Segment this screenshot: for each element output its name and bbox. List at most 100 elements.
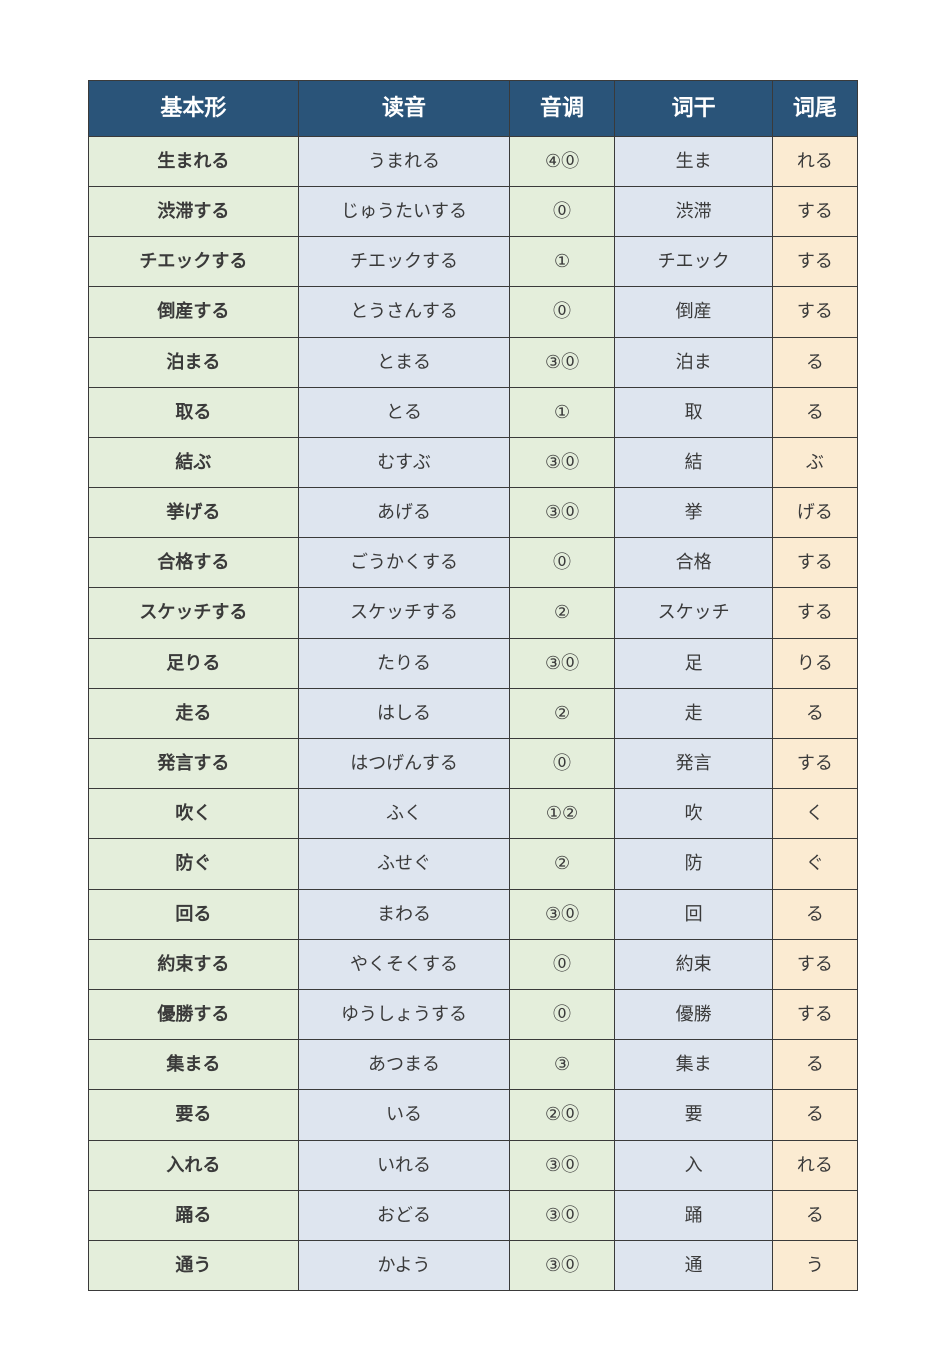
cell-ending: する bbox=[773, 939, 857, 989]
cell-ending: る bbox=[773, 1090, 857, 1140]
cell-accent: ① bbox=[509, 237, 614, 287]
cell-ending: する bbox=[773, 538, 857, 588]
cell-stem: 取 bbox=[615, 387, 773, 437]
cell-stem: 倒産 bbox=[615, 287, 773, 337]
cell-reading: おどる bbox=[299, 1190, 510, 1240]
cell-reading: チエックする bbox=[299, 237, 510, 287]
cell-accent: ③⓪ bbox=[509, 889, 614, 939]
cell-reading: うまれる bbox=[299, 136, 510, 186]
cell-base: 結ぶ bbox=[88, 437, 299, 487]
cell-base: 挙げる bbox=[88, 488, 299, 538]
cell-stem: 泊ま bbox=[615, 337, 773, 387]
cell-base: 渋滞する bbox=[88, 186, 299, 236]
cell-base: 倒産する bbox=[88, 287, 299, 337]
cell-accent: ③⓪ bbox=[509, 437, 614, 487]
cell-base: 優勝する bbox=[88, 989, 299, 1039]
table-row: チエックするチエックする①チエックする bbox=[88, 237, 857, 287]
cell-reading: ふせぐ bbox=[299, 839, 510, 889]
cell-stem: 防 bbox=[615, 839, 773, 889]
cell-base: 入れる bbox=[88, 1140, 299, 1190]
cell-base: 足りる bbox=[88, 638, 299, 688]
cell-ending: う bbox=[773, 1240, 857, 1290]
table-row: 生まれるうまれる④⓪生まれる bbox=[88, 136, 857, 186]
cell-reading: むすぶ bbox=[299, 437, 510, 487]
cell-accent: ③⓪ bbox=[509, 488, 614, 538]
cell-base: チエックする bbox=[88, 237, 299, 287]
cell-ending: ぐ bbox=[773, 839, 857, 889]
cell-accent: ⓪ bbox=[509, 186, 614, 236]
cell-stem: 足 bbox=[615, 638, 773, 688]
cell-reading: ふく bbox=[299, 789, 510, 839]
cell-reading: いれる bbox=[299, 1140, 510, 1190]
cell-reading: はしる bbox=[299, 688, 510, 738]
cell-base: スケッチする bbox=[88, 588, 299, 638]
cell-base: 取る bbox=[88, 387, 299, 437]
cell-accent: ③⓪ bbox=[509, 1190, 614, 1240]
cell-reading: かよう bbox=[299, 1240, 510, 1290]
cell-reading: やくそくする bbox=[299, 939, 510, 989]
cell-ending: れる bbox=[773, 136, 857, 186]
cell-stem: 挙 bbox=[615, 488, 773, 538]
table-row: 挙げるあげる③⓪挙げる bbox=[88, 488, 857, 538]
cell-base: 回る bbox=[88, 889, 299, 939]
cell-accent: ③⓪ bbox=[509, 1140, 614, 1190]
table-row: 倒産するとうさんする⓪倒産する bbox=[88, 287, 857, 337]
cell-stem: 優勝 bbox=[615, 989, 773, 1039]
cell-base: 要る bbox=[88, 1090, 299, 1140]
table-row: 取るとる①取る bbox=[88, 387, 857, 437]
cell-ending: れる bbox=[773, 1140, 857, 1190]
cell-base: 合格する bbox=[88, 538, 299, 588]
cell-stem: 約束 bbox=[615, 939, 773, 989]
cell-ending: する bbox=[773, 989, 857, 1039]
cell-stem: 入 bbox=[615, 1140, 773, 1190]
cell-base: 生まれる bbox=[88, 136, 299, 186]
cell-base: 踊る bbox=[88, 1190, 299, 1240]
cell-base: 約束する bbox=[88, 939, 299, 989]
verb-table: 基本形读音音调词干词尾 生まれるうまれる④⓪生まれる渋滞するじゅうたいする⓪渋滞… bbox=[88, 80, 858, 1291]
cell-stem: 渋滞 bbox=[615, 186, 773, 236]
table-row: 防ぐふせぐ②防ぐ bbox=[88, 839, 857, 889]
cell-base: 走る bbox=[88, 688, 299, 738]
cell-stem: 吹 bbox=[615, 789, 773, 839]
cell-accent: ③ bbox=[509, 1040, 614, 1090]
cell-reading: ゆうしょうする bbox=[299, 989, 510, 1039]
cell-accent: ②⓪ bbox=[509, 1090, 614, 1140]
header-reading: 读音 bbox=[299, 81, 510, 137]
cell-reading: はつげんする bbox=[299, 739, 510, 789]
cell-ending: く bbox=[773, 789, 857, 839]
cell-accent: ⓪ bbox=[509, 939, 614, 989]
table-row: 約束するやくそくする⓪約束する bbox=[88, 939, 857, 989]
cell-stem: 発言 bbox=[615, 739, 773, 789]
table-row: 発言するはつげんする⓪発言する bbox=[88, 739, 857, 789]
verb-table-container: 基本形读音音调词干词尾 生まれるうまれる④⓪生まれる渋滞するじゅうたいする⓪渋滞… bbox=[88, 80, 858, 1291]
table-row: 要るいる②⓪要る bbox=[88, 1090, 857, 1140]
cell-ending: する bbox=[773, 186, 857, 236]
cell-reading: じゅうたいする bbox=[299, 186, 510, 236]
table-row: 踊るおどる③⓪踊る bbox=[88, 1190, 857, 1240]
cell-base: 泊まる bbox=[88, 337, 299, 387]
cell-ending: する bbox=[773, 237, 857, 287]
cell-ending: る bbox=[773, 387, 857, 437]
cell-base: 集まる bbox=[88, 1040, 299, 1090]
table-row: 優勝するゆうしょうする⓪優勝する bbox=[88, 989, 857, 1039]
cell-accent: ③⓪ bbox=[509, 1240, 614, 1290]
cell-accent: ① bbox=[509, 387, 614, 437]
table-row: 吹くふく①②吹く bbox=[88, 789, 857, 839]
cell-accent: ③⓪ bbox=[509, 638, 614, 688]
cell-stem: スケッチ bbox=[615, 588, 773, 638]
cell-reading: とまる bbox=[299, 337, 510, 387]
cell-ending: る bbox=[773, 688, 857, 738]
table-row: 泊まるとまる③⓪泊まる bbox=[88, 337, 857, 387]
cell-stem: 踊 bbox=[615, 1190, 773, 1240]
cell-reading: あつまる bbox=[299, 1040, 510, 1090]
cell-accent: ⓪ bbox=[509, 538, 614, 588]
cell-ending: りる bbox=[773, 638, 857, 688]
cell-ending: する bbox=[773, 739, 857, 789]
cell-accent: ② bbox=[509, 839, 614, 889]
cell-base: 通う bbox=[88, 1240, 299, 1290]
table-row: 入れるいれる③⓪入れる bbox=[88, 1140, 857, 1190]
cell-ending: する bbox=[773, 588, 857, 638]
cell-stem: 通 bbox=[615, 1240, 773, 1290]
header-base: 基本形 bbox=[88, 81, 299, 137]
table-header-row: 基本形读音音调词干词尾 bbox=[88, 81, 857, 137]
